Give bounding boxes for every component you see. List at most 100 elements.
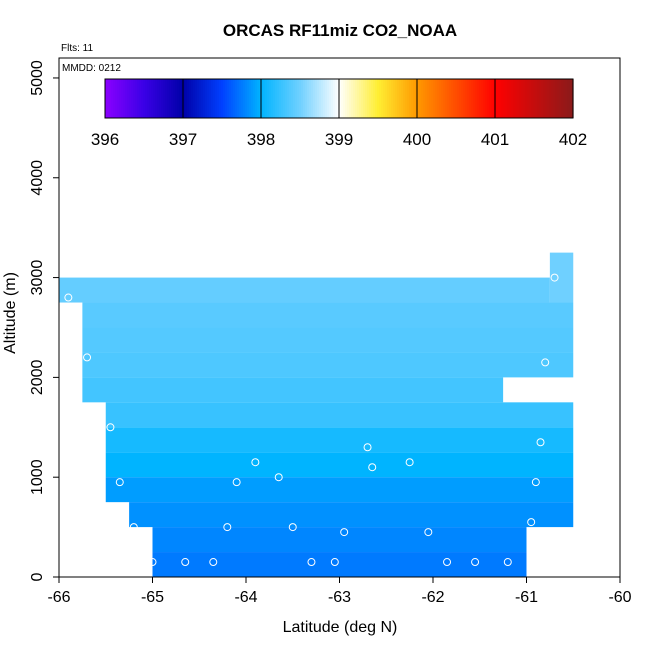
sample-point-11 <box>232 478 241 487</box>
colorbar-segment <box>241 79 244 118</box>
colorbar-segment <box>247 79 250 118</box>
colorbar-segment <box>459 79 462 118</box>
colorbar-segment <box>199 79 202 118</box>
x-tick-label: -66 <box>47 589 70 606</box>
colorbar-segment <box>385 79 388 118</box>
colorbar-segment <box>195 79 198 118</box>
colorbar-segment <box>495 79 498 118</box>
colorbar-segment <box>469 79 472 118</box>
colorbar-segment <box>553 79 556 118</box>
colorbar-segment <box>397 79 400 118</box>
y-tick-label: 5000 <box>29 60 46 96</box>
colorbar-segment <box>269 79 272 118</box>
colorbar-segment <box>467 79 470 118</box>
colorbar-segment <box>263 79 266 118</box>
colorbar-segment <box>399 79 402 118</box>
chart-title: ORCAS RF11miz CO2_NOAA <box>223 21 457 40</box>
colorbar-segment <box>259 79 262 118</box>
colorbar-segment <box>185 79 188 118</box>
colorbar-segment <box>155 79 158 118</box>
colorbar-segment <box>165 79 168 118</box>
colorbar-segment <box>349 79 352 118</box>
colorbar-segment <box>291 79 294 118</box>
colorbar-segment <box>377 79 380 118</box>
colorbar-segment <box>371 79 374 118</box>
colorbar-segment <box>341 79 344 118</box>
colorbar-tick-label: 399 <box>325 130 353 149</box>
colorbar-segment <box>229 79 232 118</box>
colorbar-segment <box>117 79 120 118</box>
colorbar-tick-label: 400 <box>403 130 431 149</box>
colorbar-segment <box>425 79 428 118</box>
colorbar-segment <box>137 79 140 118</box>
colorbar-segment <box>543 79 546 118</box>
colorbar-segment <box>183 79 186 118</box>
sample-point-17 <box>340 528 349 537</box>
axes: -66 -65 -64 -63 -62 -61 -60 0 1000 2000 3000 4000 50… <box>29 60 632 606</box>
colorbar-segment <box>379 79 382 118</box>
colorbar-segment <box>211 79 214 118</box>
colorbar-segment <box>509 79 512 118</box>
mmdd-annotation: MMDD: 0212 <box>62 63 121 74</box>
colorbar-segment <box>219 79 222 118</box>
colorbar-segment <box>217 79 220 118</box>
sample-point-10 <box>274 473 283 482</box>
colorbar-segment <box>325 79 328 118</box>
sample-point-23 <box>307 558 316 567</box>
colorbar-segment <box>271 79 274 118</box>
colorbar-segment <box>475 79 478 118</box>
colorbar-segment <box>569 79 572 118</box>
colorbar-tick-label: 397 <box>169 130 197 149</box>
sample-point-18 <box>424 528 433 537</box>
colorbar-segment <box>337 79 340 118</box>
y-tick-label: 0 <box>29 572 46 581</box>
y-tick-label: 3000 <box>29 260 46 296</box>
heatmap-cell-7 <box>105 402 574 428</box>
colorbar-segment <box>141 79 144 118</box>
colorbar-segment <box>207 79 210 118</box>
colorbar-segment <box>429 79 432 118</box>
colorbar-segment <box>265 79 268 118</box>
colorbar-segment <box>383 79 386 118</box>
sample-point-3 <box>541 358 550 367</box>
colorbar-segment <box>457 79 460 118</box>
colorbar-segment <box>179 79 182 118</box>
heatmap-cell-12 <box>152 527 527 553</box>
colorbar-segment <box>389 79 392 118</box>
colorbar-segment <box>381 79 384 118</box>
colorbar-segment <box>143 79 146 118</box>
colorbar-segment <box>321 79 324 118</box>
colorbar-segment <box>539 79 542 118</box>
colorbar-segment <box>295 79 298 118</box>
colorbar-tick-label: 396 <box>91 130 119 149</box>
colorbar-segment <box>453 79 456 118</box>
colorbar-segment <box>331 79 334 118</box>
colorbar-segment <box>127 79 130 118</box>
colorbar-segment <box>487 79 490 118</box>
colorbar: 396 397 398 399 400 401 402 <box>91 78 587 149</box>
colorbar-segment <box>447 79 450 118</box>
colorbar-segment <box>533 79 536 118</box>
colorbar-segment <box>113 79 116 118</box>
colorbar-segment <box>273 79 276 118</box>
colorbar-segment <box>437 79 440 118</box>
sample-point-1 <box>550 273 559 282</box>
colorbar-segment <box>221 79 224 118</box>
colorbar-segment <box>119 79 122 118</box>
colorbar-segment <box>535 79 538 118</box>
colorbar-segment <box>405 79 408 118</box>
colorbar-segment <box>375 79 378 118</box>
colorbar-segment <box>115 79 118 118</box>
colorbar-segment <box>521 79 524 118</box>
colorbar-segment <box>445 79 448 118</box>
colorbar-segment <box>287 79 290 118</box>
sample-point-7 <box>251 458 260 467</box>
colorbar-segment <box>227 79 230 118</box>
heatmap-cell-10 <box>105 477 574 503</box>
colorbar-segment <box>419 79 422 118</box>
colorbar-segment <box>315 79 318 118</box>
colorbar-segment <box>297 79 300 118</box>
heatmap-cell-0 <box>59 277 527 303</box>
colorbar-segment <box>493 79 496 118</box>
colorbar-segment <box>503 79 506 118</box>
